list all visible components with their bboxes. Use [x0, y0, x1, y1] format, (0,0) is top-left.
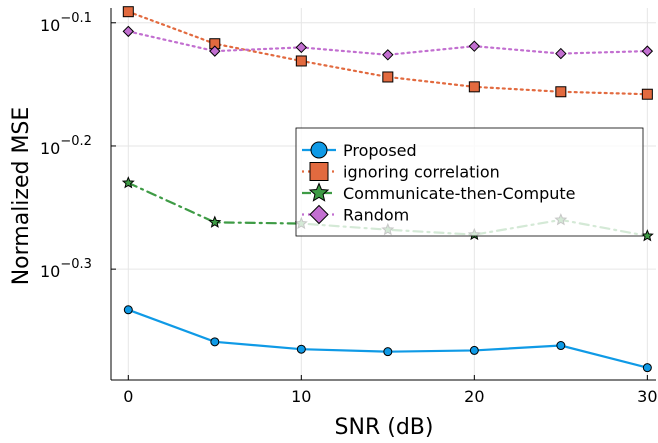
- data-point: [641, 88, 653, 100]
- data-point: [555, 47, 567, 60]
- series-3: [122, 25, 654, 61]
- x-axis-title: SNR (dB): [335, 415, 434, 440]
- data-point: [123, 305, 133, 315]
- data-point: [121, 176, 135, 189]
- data-point: [468, 81, 480, 93]
- legend-item: Communicate-then-Compute: [302, 182, 575, 203]
- legend-marker: [309, 204, 329, 225]
- x-tick-label: 30: [637, 387, 657, 406]
- legend-label: Proposed: [343, 141, 417, 160]
- series-1: [122, 6, 653, 100]
- data-point: [208, 215, 222, 228]
- y-tick-label: 10−0.1: [40, 11, 92, 35]
- legend-label: Communicate-then-Compute: [343, 184, 575, 203]
- axes: [110, 8, 656, 381]
- legend-label: Random: [343, 206, 409, 225]
- legend-label: ignoring correlation: [343, 163, 500, 182]
- legend-item: Random: [302, 204, 409, 225]
- data-point: [122, 6, 134, 18]
- data-point: [210, 337, 220, 347]
- legend-item: ignoring correlation: [302, 162, 500, 182]
- data-point: [383, 347, 393, 357]
- data-point: [209, 45, 221, 57]
- data-point: [122, 25, 135, 38]
- legend-marker: [310, 141, 328, 159]
- y-tick-label: 10−0.2: [40, 134, 92, 158]
- data-point: [469, 345, 479, 355]
- legend: Proposed ignoring correlation Communicate-…: [295, 127, 644, 237]
- series-line: [127, 308, 649, 369]
- data-point: [556, 341, 566, 351]
- data-point: [382, 49, 394, 61]
- data-point: [296, 344, 306, 354]
- legend-item: Proposed: [302, 141, 417, 160]
- data-point: [640, 229, 654, 242]
- legend-marker: [308, 182, 330, 202]
- data-point: [642, 363, 652, 373]
- x-tick-label: 20: [464, 387, 484, 406]
- data-point: [295, 55, 307, 67]
- series-0: [123, 305, 652, 373]
- tick-labels: 0 10 20 30 10−0.1 10−0.2 10−0.3: [40, 11, 658, 406]
- data-point: [382, 71, 394, 83]
- y-axis-title: Normalized MSE: [9, 107, 34, 286]
- legend-marker: [309, 162, 329, 181]
- x-tick-label: 10: [291, 387, 311, 406]
- y-tick-label: 10−0.3: [40, 257, 92, 281]
- x-tick-label: 0: [123, 387, 133, 406]
- data-point: [468, 40, 481, 52]
- data-point: [641, 45, 654, 57]
- legend-box: [295, 127, 644, 237]
- data-point: [295, 41, 308, 54]
- data-point: [555, 86, 567, 98]
